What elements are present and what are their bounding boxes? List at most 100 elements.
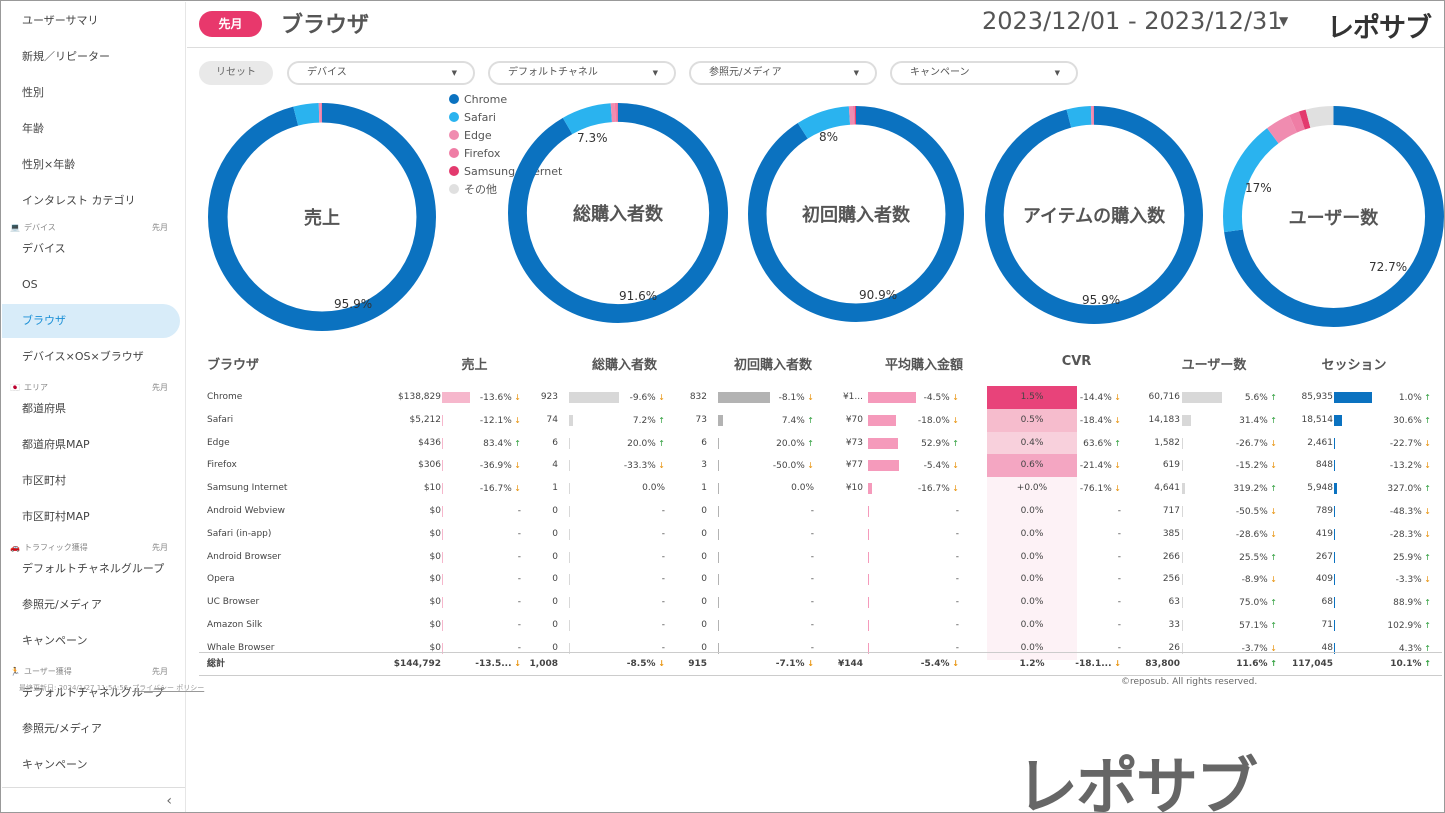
sidebar-item[interactable]: 性別	[22, 86, 44, 99]
sidebar-item[interactable]: OS	[22, 278, 38, 291]
table-cell: 25.5% ↑	[1239, 546, 1277, 569]
section-icon: 🏃	[10, 666, 20, 676]
cell-value: 319.2%	[1233, 484, 1268, 495]
table-cell: -	[811, 591, 814, 614]
cell-value: 0.0%	[1020, 506, 1044, 516]
filter-dropdown[interactable]: デフォルトチャネル ▼	[488, 61, 676, 85]
sidebar-item[interactable]: 参照元/メディア	[22, 598, 102, 611]
arrow-down-icon: ↓	[949, 484, 959, 494]
legend-label: Chrome	[464, 92, 508, 106]
table-cell: -	[518, 568, 521, 591]
sidebar-item[interactable]: キャンペーン	[22, 634, 88, 647]
sidebar-item[interactable]: デバイス	[22, 242, 66, 255]
data-bar	[1334, 460, 1335, 472]
donut-slice[interactable]	[507, 102, 729, 324]
data-bar	[1182, 460, 1183, 472]
sidebar-item[interactable]: ブラウザ	[2, 304, 180, 338]
cell-value: 419	[1315, 528, 1333, 539]
donut-percent: 95.9%	[1082, 293, 1121, 307]
cell-value: 71	[1321, 620, 1333, 630]
sidebar-item[interactable]: デフォルトチャネルグループ	[22, 562, 165, 575]
sidebar-item[interactable]: 市区町村	[22, 474, 66, 487]
legend-swatch	[449, 112, 459, 122]
table-cell: -	[956, 523, 959, 546]
sidebar-item[interactable]: デバイス×OS×ブラウザ	[22, 350, 144, 363]
table-cell: Edge	[207, 432, 230, 455]
column-header: CVR	[1061, 354, 1092, 369]
section-tag: 先月	[152, 382, 168, 392]
data-bar	[1334, 437, 1336, 449]
cell-value: -	[810, 620, 814, 630]
data-bar	[1182, 574, 1183, 586]
table-cell: 20.0% ↑	[627, 432, 665, 455]
table-cell: -76.1% ↓	[1080, 477, 1121, 500]
table-cell: -13.6% ↓	[480, 386, 521, 409]
collapse-icon[interactable]: ‹	[166, 793, 172, 809]
data-bar	[868, 483, 873, 495]
cell-value: 1.0%	[1398, 393, 1422, 403]
donut-label: 総購入者数	[573, 204, 663, 225]
donut-label: ユーザー数	[1288, 207, 1379, 229]
table-cell: 0	[552, 614, 558, 637]
sidebar-item[interactable]: 都道府県MAP	[22, 438, 90, 451]
cell-value: 20.0%	[776, 438, 805, 449]
donut-percent: 90.9%	[859, 288, 898, 302]
table-cell: $0	[430, 546, 441, 569]
cell-value: Firefox	[207, 460, 237, 471]
arrow-up-icon: ↑	[1267, 393, 1277, 402]
arrow-down-icon: ↓	[1421, 461, 1431, 471]
cell-value: -22.7%	[1389, 438, 1422, 449]
donut-slice[interactable]	[1223, 106, 1444, 327]
arrow-down-icon: ↓	[1421, 438, 1431, 448]
sidebar-item[interactable]: デフォルトチャネルグループ	[22, 686, 165, 699]
date-range[interactable]: 2023/12/01 - 2023/12/31	[982, 7, 1283, 35]
sidebar-item[interactable]: インタレスト カテゴリ	[22, 194, 136, 207]
donut-slice[interactable]	[1223, 106, 1444, 327]
sidebar-item[interactable]: 参照元/メディア	[22, 722, 102, 735]
arrow-up-icon: ↑	[1267, 621, 1277, 630]
privacy-link[interactable]: プライバシー ポリシー	[132, 684, 205, 692]
arrow-up-icon: ↑	[1267, 415, 1277, 425]
filter-dropdown[interactable]: 参照元/メディア ▼	[689, 61, 877, 85]
column-header: ユーザー数	[1181, 358, 1247, 373]
cell-value: 0	[701, 574, 707, 585]
table-cell: 915	[688, 653, 707, 676]
sidebar-item[interactable]: 新規／リピーター	[22, 50, 110, 63]
sidebar-item[interactable]: 都道府県	[22, 402, 66, 415]
cell-value: -	[955, 642, 959, 653]
sidebar-item[interactable]: 市区町村MAP	[22, 510, 90, 523]
donut-percent: 8%	[819, 130, 839, 144]
arrow-down-icon: ↓	[1111, 393, 1121, 402]
cell-value: $0	[429, 528, 441, 539]
arrow-down-icon: ↓	[949, 393, 959, 402]
sidebar-item[interactable]: 性別×年齢	[22, 158, 76, 171]
cell-value: $10	[423, 483, 441, 494]
data-bar	[868, 620, 869, 631]
cell-value: -28.3%	[1389, 529, 1422, 540]
cell-value: -7.1%	[775, 659, 805, 669]
sidebar-item[interactable]: キャンペーン	[22, 758, 88, 771]
table-cell: 88.9% ↑	[1393, 591, 1431, 614]
donut-slice[interactable]	[208, 103, 436, 331]
table-cell: 7.4% ↑	[782, 409, 814, 432]
period-button[interactable]: 先月	[199, 11, 262, 37]
sidebar-item[interactable]: ユーザーサマリ	[22, 14, 99, 27]
cell-value: ¥73	[845, 437, 863, 448]
table-cell: -5.4% ↓	[924, 454, 959, 477]
table-cell: -3.7% ↓	[1242, 637, 1277, 660]
donut-label: 初回購入者数	[802, 205, 910, 226]
donut-slice[interactable]	[984, 105, 1204, 325]
reset-button[interactable]: リセット	[199, 61, 273, 85]
table-cell: 18,514	[1302, 409, 1334, 432]
filter-dropdown[interactable]: デバイス ▼	[287, 61, 475, 85]
table-cell: -8.5% ↓	[627, 653, 665, 676]
donut-slice[interactable]	[747, 105, 965, 323]
table-cell: $0	[430, 591, 441, 614]
filter-dropdown[interactable]: キャンペーン ▼	[890, 61, 1078, 85]
cell-value: 0.0%	[1020, 528, 1044, 539]
cell-value: 267	[1315, 551, 1333, 562]
sidebar-item[interactable]: 年齢	[22, 122, 44, 135]
chevron-down-icon[interactable]: ▼	[1279, 14, 1289, 28]
data-bar	[1334, 528, 1335, 540]
